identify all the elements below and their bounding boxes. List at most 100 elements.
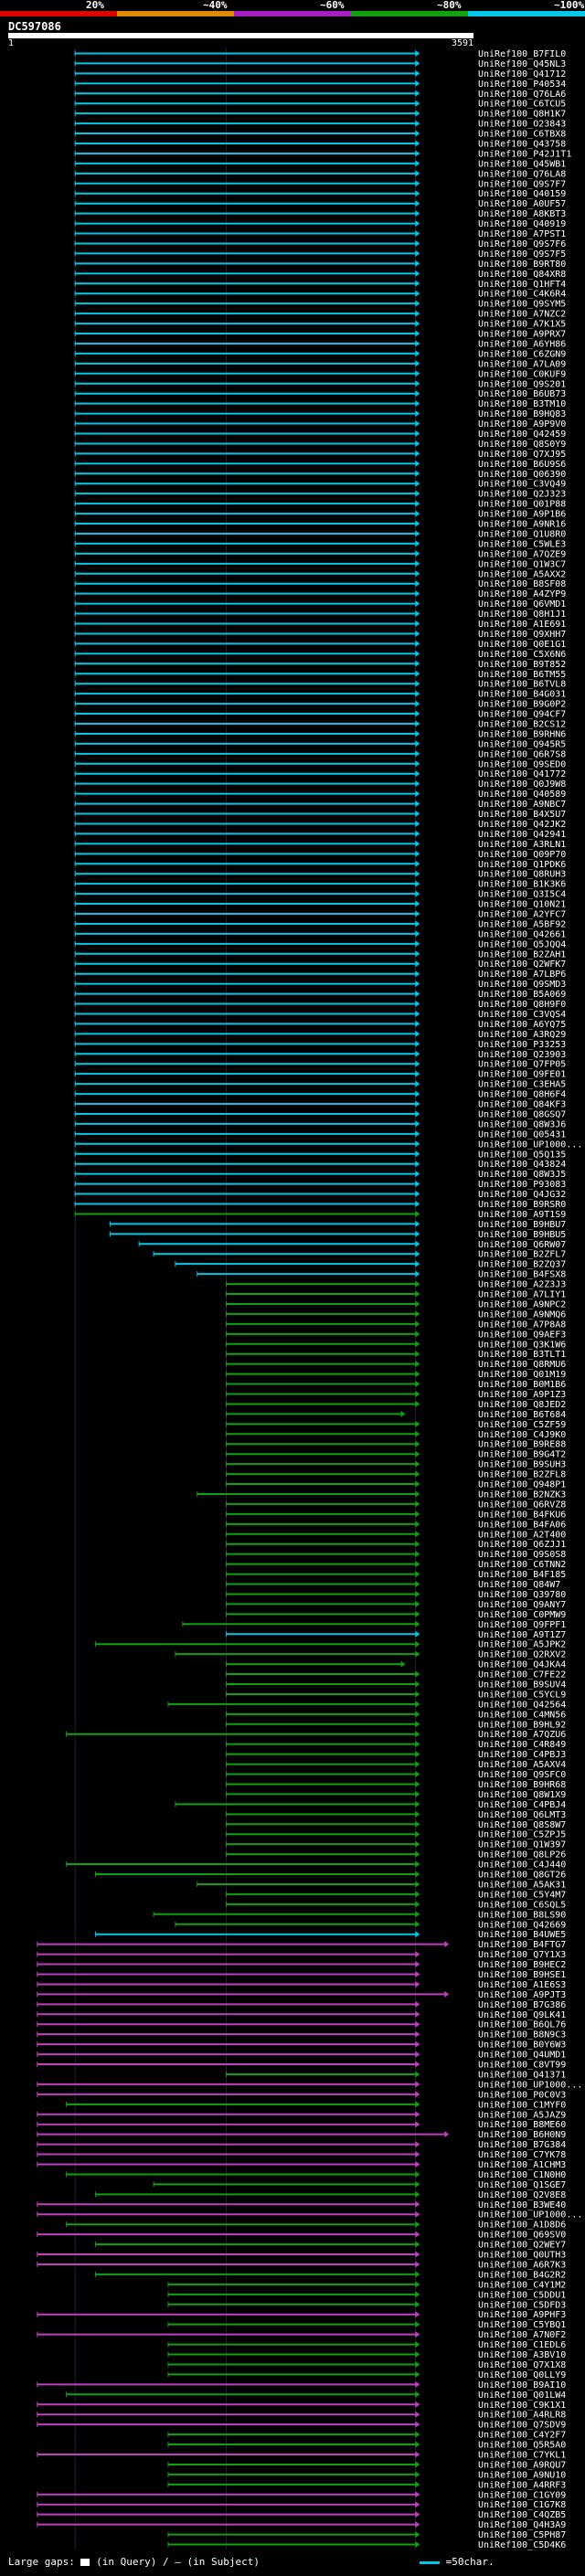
hit-row[interactable]: UniRef100_Q43824 [74, 1160, 566, 1170]
hit-row[interactable]: UniRef100_Q5JQQ4 [74, 939, 566, 949]
hit-row[interactable]: UniRef100_Q42669 [175, 1920, 566, 1930]
hit-row[interactable]: UniRef100_Q3K1W6 [226, 1340, 567, 1350]
hit-row[interactable]: UniRef100_Q2WFK7 [74, 959, 566, 970]
hit-row[interactable]: UniRef100_Q0UTH3 [37, 2251, 567, 2261]
hit-row[interactable]: UniRef100_A9NPC2 [226, 1299, 567, 1309]
hit-row[interactable]: UniRef100_C1MYF0 [66, 2100, 567, 2110]
hit-row[interactable]: UniRef100_C5WLE3 [74, 539, 566, 549]
hit-row[interactable]: UniRef100_P40534 [74, 80, 566, 90]
hit-row[interactable]: UniRef100_B6UB73 [74, 389, 566, 399]
hit-row[interactable]: UniRef100_A8KBT3 [74, 209, 566, 219]
hit-row[interactable]: UniRef100_A1E691 [74, 620, 566, 630]
hit-row[interactable]: UniRef100_C1N0H0 [66, 2170, 567, 2180]
hit-row[interactable]: UniRef100_Q94CF7 [74, 710, 566, 720]
hit-row[interactable]: UniRef100_A6YH86 [74, 339, 566, 349]
hit-row[interactable]: UniRef100_A1CHM3 [37, 2160, 567, 2170]
hit-row[interactable]: UniRef100_A7K1X5 [74, 320, 566, 330]
hit-row[interactable]: UniRef100_Q9FPF1 [182, 1620, 566, 1630]
hit-row[interactable]: UniRef100_B9HR68 [226, 1780, 567, 1790]
hit-row[interactable]: UniRef100_Q8S8W7 [226, 1820, 567, 1830]
hit-row[interactable]: UniRef100_B2ZFL7 [153, 1250, 566, 1260]
hit-row[interactable]: UniRef100_B9T852 [74, 660, 566, 670]
hit-row[interactable]: UniRef100_A3RLN1 [74, 840, 566, 850]
hit-row[interactable]: UniRef100_B6TVL8 [74, 680, 566, 690]
hit-row[interactable]: UniRef100_Q9SED0 [74, 759, 566, 769]
hit-row[interactable]: UniRef100_A9RQU7 [167, 2460, 566, 2470]
hit-row[interactable]: UniRef100_A7N0F2 [37, 2330, 567, 2340]
hit-row[interactable]: UniRef100_B3WE40 [37, 2200, 567, 2210]
hit-row[interactable]: UniRef100_Q9S7F5 [74, 249, 566, 260]
hit-row[interactable]: UniRef100_B0Y6W3 [37, 2041, 567, 2051]
hit-row[interactable]: UniRef100_A7LA09 [74, 359, 566, 369]
hit-row[interactable]: UniRef100_Q9SYM5 [74, 300, 566, 310]
hit-row[interactable]: UniRef100_Q6LMT3 [226, 1810, 567, 1820]
hit-row[interactable]: UniRef100_Q6ZJJ1 [226, 1540, 567, 1550]
hit-row[interactable]: UniRef100_B8N9C3 [37, 2030, 567, 2041]
hit-row[interactable]: UniRef100_A4RRF3 [167, 2480, 566, 2490]
hit-row[interactable]: UniRef100_B4G031 [74, 690, 566, 700]
hit-row[interactable]: UniRef100_C4MN56 [226, 1710, 567, 1720]
hit-row[interactable]: UniRef100_B7G386 [37, 2000, 567, 2010]
hit-row[interactable]: UniRef100_C6TNN2 [226, 1560, 567, 1570]
hit-row[interactable]: UniRef100_Q06390 [74, 470, 566, 480]
hit-row[interactable]: UniRef100_B4FTG7 [37, 1940, 567, 1950]
hit-row[interactable]: UniRef100_C5D4K6 [167, 2540, 566, 2550]
hit-row[interactable]: UniRef100_C1G7K8 [37, 2500, 567, 2510]
hit-row[interactable]: UniRef100_Q8GSQ7 [74, 1109, 566, 1119]
hit-row[interactable]: UniRef100_B6TM55 [74, 670, 566, 680]
hit-row[interactable]: UniRef100_Q84KF3 [74, 1100, 566, 1110]
hit-row[interactable]: UniRef100_A9T1Z7 [226, 1630, 567, 1640]
hit-row[interactable]: UniRef100_C0KUF9 [74, 369, 566, 379]
hit-row[interactable]: UniRef100_Q945R5 [74, 739, 566, 749]
hit-row[interactable]: UniRef100_B4F185 [226, 1570, 567, 1580]
hit-row[interactable]: UniRef100_C1EDL6 [167, 2340, 566, 2350]
hit-row[interactable]: UniRef100_P33253 [74, 1040, 566, 1050]
hit-row[interactable]: UniRef100_Q6R7S8 [74, 749, 566, 759]
hit-row[interactable]: UniRef100_B3TLT1 [226, 1350, 567, 1360]
hit-row[interactable]: UniRef100_Q01P88 [74, 500, 566, 510]
hit-row[interactable]: UniRef100_A5JPK2 [94, 1640, 566, 1650]
hit-row[interactable]: UniRef100_Q9AEF3 [226, 1330, 567, 1340]
hit-row[interactable]: UniRef100_B9SUV4 [226, 1680, 567, 1690]
hit-row[interactable]: UniRef100_Q8H9F0 [74, 1000, 566, 1010]
hit-row[interactable]: UniRef100_Q8H1K7 [74, 110, 566, 120]
hit-row[interactable]: UniRef100_Q1W397 [226, 1840, 567, 1850]
hit-row[interactable]: UniRef100_A9NR16 [74, 520, 566, 530]
hit-row[interactable]: UniRef100_C4Y1M2 [167, 2280, 566, 2290]
hit-row[interactable]: UniRef100_C5YBQ1 [167, 2320, 566, 2330]
hit-row[interactable]: UniRef100_B2CS12 [74, 719, 566, 729]
hit-row[interactable]: UniRef100_Q40159 [74, 189, 566, 199]
hit-row[interactable]: UniRef100_B4X5U7 [74, 810, 566, 820]
hit-row[interactable]: UniRef100_Q0E1G1 [74, 640, 566, 650]
hit-row[interactable]: UniRef100_Q9S0S8 [226, 1550, 567, 1560]
hit-row[interactable]: UniRef100_Q41371 [226, 2070, 567, 2080]
hit-row[interactable]: UniRef100_A5JAZ9 [37, 2110, 567, 2120]
hit-row[interactable]: UniRef100_Q76LA8 [74, 169, 566, 179]
hit-row[interactable]: UniRef100_C9K1X1 [37, 2401, 567, 2411]
hit-row[interactable]: UniRef100_B9HL92 [226, 1720, 567, 1730]
hit-row[interactable]: UniRef100_B9HEC2 [37, 1960, 567, 1970]
hit-row[interactable]: UniRef100_A2Z3J3 [226, 1280, 567, 1290]
hit-row[interactable]: UniRef100_Q43758 [74, 140, 566, 150]
hit-row[interactable]: UniRef100_Q40919 [74, 219, 566, 229]
hit-row[interactable]: UniRef100_Q0J9W8 [74, 779, 566, 790]
hit-row[interactable]: UniRef100_A1E6S3 [37, 1980, 567, 1990]
hit-row[interactable]: UniRef100_A3RQ29 [74, 1030, 566, 1040]
hit-row[interactable]: UniRef100_Q1PDK6 [74, 860, 566, 870]
hit-row[interactable]: UniRef100_Q8RUH3 [74, 870, 566, 880]
hit-row[interactable]: UniRef100_A2YFC7 [74, 910, 566, 920]
hit-row[interactable]: UniRef100_UP1000... [74, 1140, 582, 1150]
hit-row[interactable]: UniRef100_A1D8D6 [66, 2221, 567, 2231]
hit-row[interactable]: UniRef100_Q42564 [167, 1700, 566, 1710]
hit-row[interactable]: UniRef100_B8LS90 [153, 1910, 566, 1920]
hit-row[interactable]: UniRef100_C5DFD3 [167, 2300, 566, 2310]
hit-row[interactable]: UniRef100_C7YK78 [37, 2150, 567, 2160]
hit-row[interactable]: UniRef100_Q01M19 [226, 1370, 567, 1380]
hit-row[interactable]: UniRef100_A7P8A8 [226, 1320, 567, 1330]
hit-row[interactable]: UniRef100_B9HBU5 [109, 1230, 566, 1240]
hit-row[interactable]: UniRef100_A0UF57 [74, 199, 566, 209]
hit-row[interactable]: UniRef100_B4G2R2 [94, 2270, 566, 2280]
hit-row[interactable]: UniRef100_A7LIY1 [226, 1290, 567, 1300]
hit-row[interactable]: UniRef100_Q76LA6 [74, 90, 566, 100]
hit-row[interactable]: UniRef100_Q7XJ95 [74, 450, 566, 460]
